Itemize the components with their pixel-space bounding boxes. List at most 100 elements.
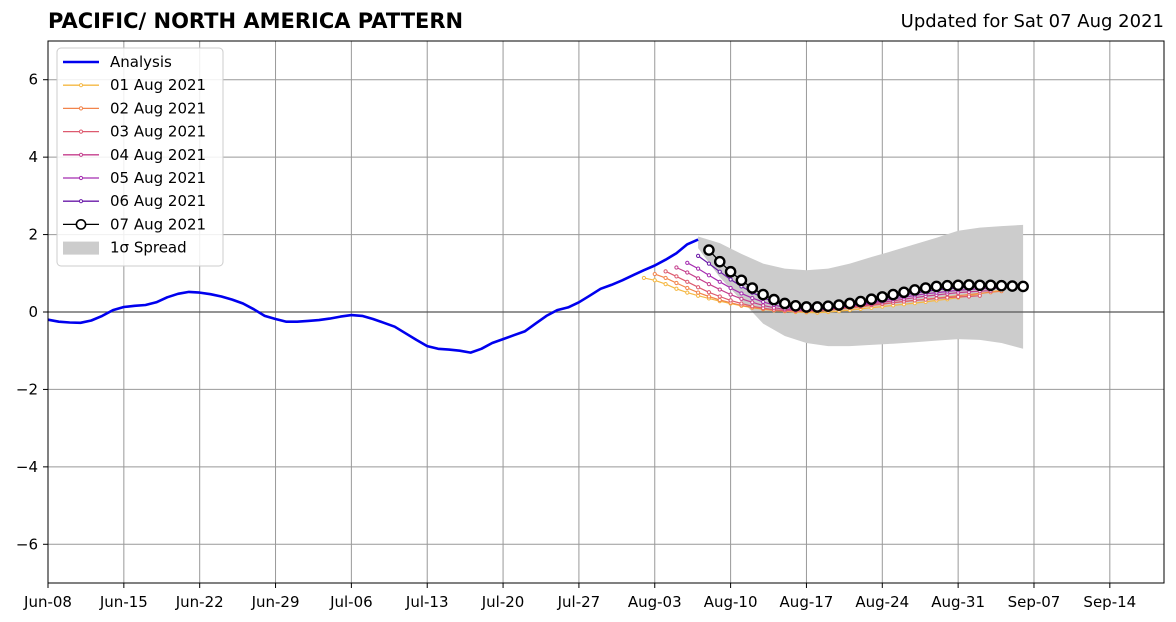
forecast-point — [739, 296, 744, 301]
legend-item: 07 Aug 2021 — [63, 215, 206, 233]
forecast-point — [695, 290, 701, 295]
forecast-point — [952, 279, 964, 292]
y-tick-label: 2 — [28, 226, 38, 244]
forecast-point — [685, 290, 690, 295]
forecast-point — [761, 299, 766, 305]
y-tick-label: 6 — [28, 71, 38, 89]
forecast-point — [728, 277, 733, 282]
analysis-line — [47, 238, 699, 354]
forecast-point — [674, 265, 679, 270]
legend-item: 03 Aug 2021 — [63, 123, 206, 141]
forecast-point — [934, 296, 939, 301]
x-tick-label: Aug-10 — [704, 593, 758, 611]
forecast-point — [750, 300, 755, 305]
spread-layer — [698, 224, 1024, 349]
forecast-point — [706, 261, 712, 266]
legend-label: Analysis — [110, 53, 172, 71]
legend-marker — [75, 218, 87, 230]
legend-label: 1σ Spread — [110, 239, 187, 257]
x-tick-label: Jul-20 — [481, 593, 525, 611]
legend-label: 03 Aug 2021 — [110, 123, 206, 141]
forecast-point — [995, 279, 1008, 292]
forecast-point — [685, 260, 690, 265]
x-tick-label: Aug-03 — [628, 593, 682, 611]
series-layer — [47, 238, 1029, 354]
legend-item: 06 Aug 2021 — [63, 192, 206, 210]
forecast-point — [898, 286, 910, 299]
legend-label: 07 Aug 2021 — [110, 215, 206, 233]
forecast-point — [974, 279, 986, 292]
x-tick-label: Aug-31 — [931, 593, 985, 611]
legend-label: 05 Aug 2021 — [110, 169, 206, 187]
forecast-point — [695, 285, 701, 290]
forecast-point — [728, 285, 733, 291]
forecast-point — [717, 287, 722, 292]
forecast-point — [685, 279, 690, 284]
legend-label: 06 Aug 2021 — [110, 192, 206, 210]
forecast-point — [674, 286, 679, 291]
forecast-point — [706, 290, 712, 295]
forecast-point — [1006, 280, 1019, 292]
x-tick-label: Jun-22 — [175, 593, 224, 611]
forecast-point — [728, 292, 733, 297]
chart-title: PACIFIC/ NORTH AMERICA PATTERN — [48, 9, 464, 33]
forecast-point — [717, 269, 722, 274]
forecast-point — [963, 279, 975, 291]
forecast-point — [966, 294, 972, 299]
legend-item: 01 Aug 2021 — [63, 76, 206, 94]
legend-item: Analysis — [63, 53, 172, 71]
forecast-point — [956, 294, 961, 300]
forecast-point — [822, 300, 834, 312]
x-tick-label: Sep-14 — [1083, 593, 1136, 611]
forecast-point — [685, 270, 690, 275]
x-tick-label: Jun-15 — [99, 593, 148, 611]
legend-item: 1σ Spread — [63, 239, 187, 257]
forecast-point — [674, 280, 679, 286]
forecast-point — [652, 271, 657, 277]
x-tick-label: Jun-08 — [23, 593, 72, 611]
x-tick-label: Jun-29 — [251, 593, 300, 611]
legend-label: 02 Aug 2021 — [110, 99, 206, 117]
forecast-point — [778, 297, 791, 310]
forecast-point — [811, 301, 824, 313]
legend-marker — [78, 129, 84, 134]
tick-layer: Jun-08 Jun-15 Jun-22 Jun-29 Jul-06 Jul-13 Jul-… — [16, 71, 1136, 611]
forecast-point — [761, 303, 766, 308]
legend-marker — [78, 106, 84, 111]
forecast-point — [739, 291, 744, 296]
legend: Analysis 01 Aug 2021 02 Aug 2021 03 Aug 202… — [56, 47, 224, 267]
forecast-point — [876, 291, 889, 303]
forecast-line — [643, 277, 1002, 314]
legend-marker — [78, 175, 84, 181]
forecast-point — [713, 255, 726, 268]
spread-band — [698, 224, 1024, 349]
forecast-point — [695, 253, 701, 258]
forecast-point — [641, 275, 647, 281]
forecast-point — [945, 295, 950, 300]
forecast-point — [930, 280, 943, 293]
forecast-point — [735, 274, 748, 287]
forecast-point — [941, 279, 954, 292]
forecast-point — [854, 295, 867, 308]
forecast-point — [865, 293, 878, 306]
forecast-point — [706, 282, 712, 287]
forecast-point — [833, 299, 845, 311]
forecast-point — [717, 297, 722, 303]
forecast-point — [789, 300, 802, 312]
forecast-point — [800, 301, 813, 313]
forecast-point — [923, 297, 928, 302]
legend-marker — [78, 152, 84, 157]
forecast-point — [663, 282, 668, 287]
x-tick-label: Jul-27 — [557, 593, 601, 611]
forecast-point — [663, 269, 668, 274]
forecast-point — [706, 273, 712, 278]
y-tick-label: 4 — [28, 148, 38, 166]
forecast-point — [750, 295, 755, 301]
forecast-point — [663, 275, 668, 281]
forecast-point — [685, 285, 690, 291]
forecast-point — [1017, 280, 1029, 293]
legend-marker — [78, 83, 84, 88]
forecast-point — [724, 265, 737, 278]
forecast-point — [695, 266, 701, 271]
